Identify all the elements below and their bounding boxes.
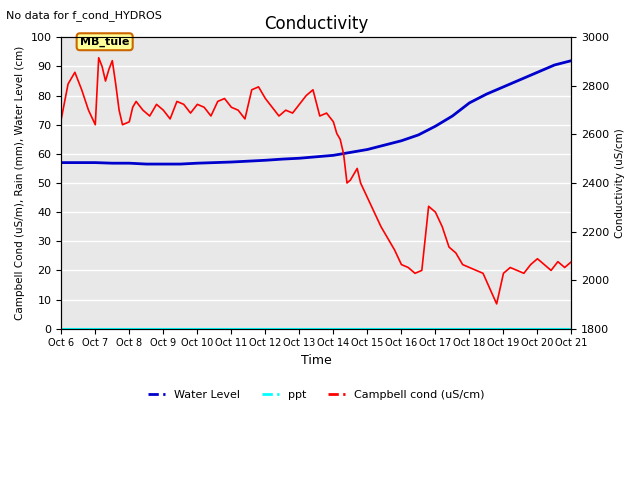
Text: MB_tule: MB_tule <box>80 36 129 47</box>
X-axis label: Time: Time <box>301 354 332 367</box>
Y-axis label: Campbell Cond (uS/m), Rain (mm), Water Level (cm): Campbell Cond (uS/m), Rain (mm), Water L… <box>15 46 25 320</box>
Legend: Water Level, ppt, Campbell cond (uS/cm): Water Level, ppt, Campbell cond (uS/cm) <box>144 386 489 405</box>
Title: Conductivity: Conductivity <box>264 15 369 33</box>
Y-axis label: Conductivity (uS/cm): Conductivity (uS/cm) <box>615 128 625 238</box>
Text: No data for f_cond_HYDROS: No data for f_cond_HYDROS <box>6 10 163 21</box>
